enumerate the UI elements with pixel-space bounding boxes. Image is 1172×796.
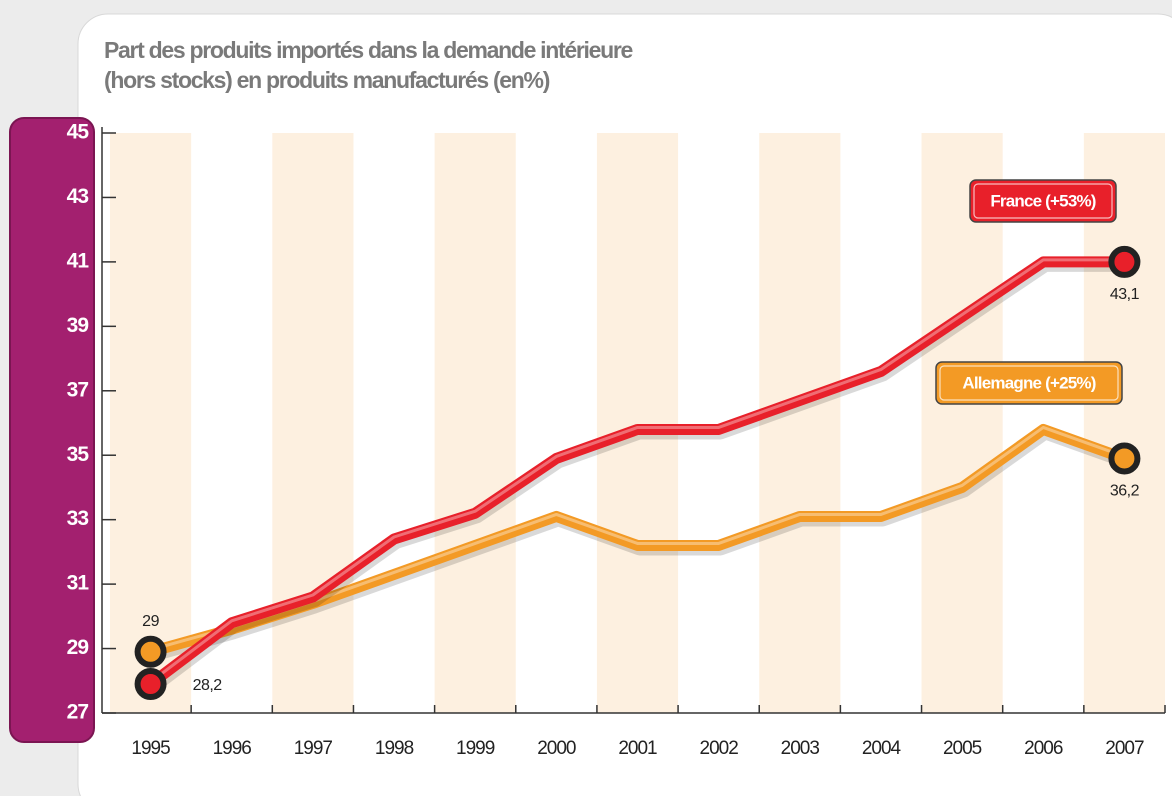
legend-box-inner [939, 365, 1119, 401]
y-axis-panel [9, 117, 95, 743]
x-tick-label: 2002 [700, 738, 739, 759]
end-marker [1108, 245, 1141, 278]
series-line-highlight [149, 258, 1125, 684]
stripe [272, 133, 354, 713]
chart-title: Part des produits importés dans la deman… [104, 37, 632, 63]
y-tick-label: 39 [67, 314, 89, 337]
y-tick-label: 41 [67, 249, 90, 272]
stripe [1083, 133, 1165, 713]
y-tick-label: 37 [67, 378, 89, 401]
stripe [759, 133, 841, 713]
x-tick-label: 2007 [1105, 738, 1144, 759]
x-tick-label: 2004 [862, 738, 902, 759]
y-tick-label: 45 [67, 121, 90, 144]
y-tick-label: 27 [67, 701, 89, 724]
y-tick-label: 33 [67, 507, 89, 530]
x-tick-label: 1997 [294, 738, 333, 759]
y-tick-label: 31 [67, 572, 90, 595]
end-marker [134, 635, 167, 668]
series-line [149, 423, 1127, 658]
stripe [434, 133, 516, 713]
x-tick-label: 1996 [213, 738, 252, 759]
legend-box [935, 361, 1123, 405]
x-tick-label: 1998 [375, 738, 414, 759]
end-marker [1108, 442, 1141, 475]
legend-label: France (+53%) [990, 191, 1095, 210]
annotation: 29 [142, 613, 159, 630]
y-tick-label: 35 [67, 443, 90, 466]
y-tick-label: 29 [67, 636, 89, 659]
x-tick-label: 2000 [537, 738, 576, 759]
chart-subtitle: (hors stocks) en produits manufacturés (… [104, 67, 550, 93]
legend-box-inner [973, 183, 1113, 219]
annotation: 43,1 [1110, 286, 1140, 303]
x-tick-label: 2006 [1024, 738, 1063, 759]
annotation: 36,2 [1110, 483, 1140, 500]
series-line [147, 256, 1125, 689]
legend-label: Allemagne (+25%) [962, 373, 1095, 392]
x-tick-label: 2003 [781, 738, 820, 759]
x-tick-label: 1999 [456, 738, 495, 759]
x-tick-label: 2001 [618, 738, 657, 759]
stripe [921, 133, 1003, 713]
stripe [596, 133, 679, 713]
legend-box [969, 179, 1117, 223]
end-marker [134, 668, 167, 700]
y-tick-label: 43 [67, 185, 89, 208]
stripe [110, 133, 192, 713]
x-tick-label: 1995 [131, 738, 170, 759]
x-tick-label: 2005 [943, 738, 982, 759]
annotation: 28,2 [193, 677, 223, 694]
